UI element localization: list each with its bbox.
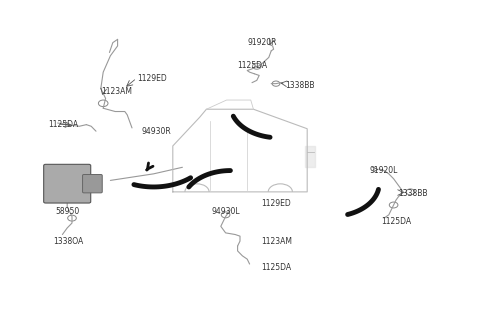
Text: 1125DA: 1125DA [382,217,412,226]
Text: 91920L: 91920L [370,166,398,175]
FancyBboxPatch shape [44,164,91,203]
Text: 94930R: 94930R [142,127,171,136]
Text: 1123AM: 1123AM [262,236,293,246]
Text: 1125DA: 1125DA [48,120,78,129]
Text: 1338OA: 1338OA [53,236,83,246]
Text: 1129ED: 1129ED [137,74,167,83]
Text: 1338BB: 1338BB [398,189,428,198]
Text: 1338BB: 1338BB [286,81,315,90]
Text: 94930L: 94930L [211,207,240,216]
Text: 58910B: 58910B [46,177,75,187]
Text: 91920R: 91920R [247,38,276,47]
Text: 1123AM: 1123AM [101,87,132,96]
FancyBboxPatch shape [83,174,102,193]
Text: 1129ED: 1129ED [262,199,291,208]
Text: 1125DA: 1125DA [238,61,268,70]
Text: 1125DA: 1125DA [262,263,292,272]
Text: 58950: 58950 [55,207,80,216]
